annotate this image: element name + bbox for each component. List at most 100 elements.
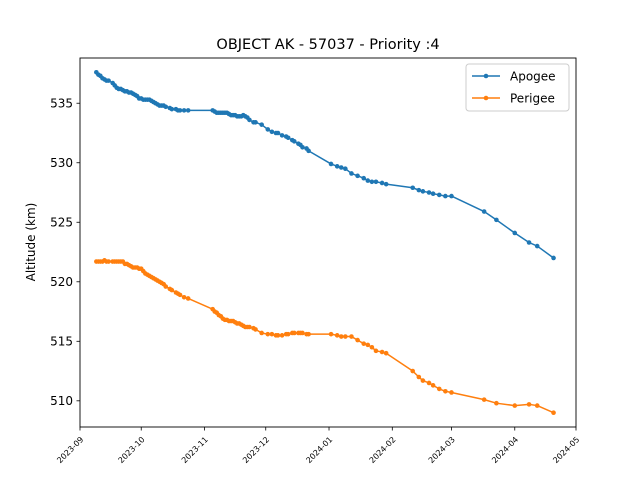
data-point	[265, 331, 271, 337]
data-point	[481, 397, 487, 402]
data-point	[338, 165, 344, 170]
data-point	[481, 209, 487, 214]
data-point	[420, 378, 426, 383]
data-point	[369, 344, 375, 350]
data-point	[265, 127, 271, 132]
data-point	[430, 191, 436, 196]
data-point	[449, 390, 454, 395]
data-point	[106, 78, 111, 83]
data-point	[373, 348, 379, 354]
data-point	[275, 333, 281, 338]
data-point	[338, 334, 344, 339]
y-tick-label: 510	[50, 394, 73, 408]
data-point	[177, 292, 183, 298]
data-point	[169, 287, 175, 293]
data-point	[300, 330, 305, 336]
data-point	[247, 117, 252, 123]
data-point	[177, 108, 183, 113]
data-point	[379, 180, 385, 186]
series-layer	[94, 69, 556, 416]
data-point	[292, 330, 297, 336]
data-point	[253, 119, 258, 125]
data-point	[526, 240, 532, 245]
y-tick-label: 515	[50, 335, 73, 349]
legend-marker	[483, 95, 489, 101]
data-point	[383, 181, 389, 187]
data-point	[426, 380, 432, 386]
data-point	[410, 185, 416, 191]
y-axis-ticks: 510 515 520 525 530 535	[50, 97, 80, 408]
legend-entry-perigee: Perigee	[472, 91, 555, 105]
chart-title: OBJECT AK - 57037 - Priority :4	[216, 37, 439, 53]
data-point	[355, 337, 360, 343]
data-point	[259, 330, 264, 336]
data-point	[534, 243, 540, 249]
data-point	[436, 386, 442, 392]
y-tick-label: 530	[50, 156, 73, 170]
data-point	[373, 179, 379, 185]
data-point	[410, 368, 416, 374]
data-point	[306, 331, 311, 337]
data-point	[343, 334, 348, 339]
data-point	[512, 403, 518, 408]
data-point	[383, 350, 389, 356]
data-point	[269, 129, 275, 135]
data-point	[534, 403, 540, 408]
y-tick-label: 520	[50, 275, 73, 289]
data-point	[379, 349, 385, 355]
plot-frame	[79, 57, 577, 428]
data-point	[292, 139, 297, 144]
data-point	[365, 178, 371, 183]
data-point	[259, 122, 264, 127]
data-point	[106, 259, 111, 264]
legend: Apogee Perigee	[465, 63, 570, 112]
data-point	[275, 130, 281, 136]
data-point	[185, 296, 191, 301]
data-point	[426, 190, 432, 195]
data-point	[185, 108, 191, 113]
data-point	[416, 374, 422, 380]
series-apogee	[94, 69, 556, 261]
data-point	[365, 342, 371, 348]
data-point	[443, 388, 448, 394]
y-tick-label: 535	[50, 97, 73, 111]
data-point	[343, 166, 348, 171]
data-point	[181, 294, 187, 300]
data-point	[361, 175, 367, 181]
data-point	[430, 383, 436, 388]
data-point	[551, 255, 556, 261]
data-point	[285, 331, 291, 337]
legend-marker	[483, 73, 489, 79]
data-point	[328, 331, 334, 337]
data-point	[449, 193, 454, 199]
y-axis-label: Altitude (km)	[24, 203, 38, 282]
data-point	[369, 179, 375, 185]
data-point	[436, 192, 442, 198]
data-point	[285, 135, 291, 141]
data-point	[169, 106, 175, 112]
data-point	[334, 333, 340, 338]
data-point	[361, 341, 367, 346]
data-point	[349, 171, 354, 176]
data-point	[355, 173, 360, 179]
legend-label: Apogee	[510, 69, 556, 83]
data-point	[279, 133, 285, 138]
data-point	[512, 230, 518, 236]
legend-label: Perigee	[510, 91, 555, 105]
data-point	[443, 193, 448, 199]
data-point	[163, 284, 169, 289]
data-point	[526, 402, 532, 407]
data-point	[253, 327, 258, 332]
data-point	[163, 104, 169, 110]
data-point	[279, 333, 285, 338]
data-point	[416, 187, 422, 193]
data-point	[328, 161, 334, 167]
data-point	[306, 148, 311, 154]
data-point	[269, 331, 275, 337]
data-point	[300, 144, 305, 150]
data-point	[420, 189, 426, 194]
data-point	[494, 217, 499, 223]
data-point	[349, 334, 354, 339]
data-point	[247, 324, 252, 330]
